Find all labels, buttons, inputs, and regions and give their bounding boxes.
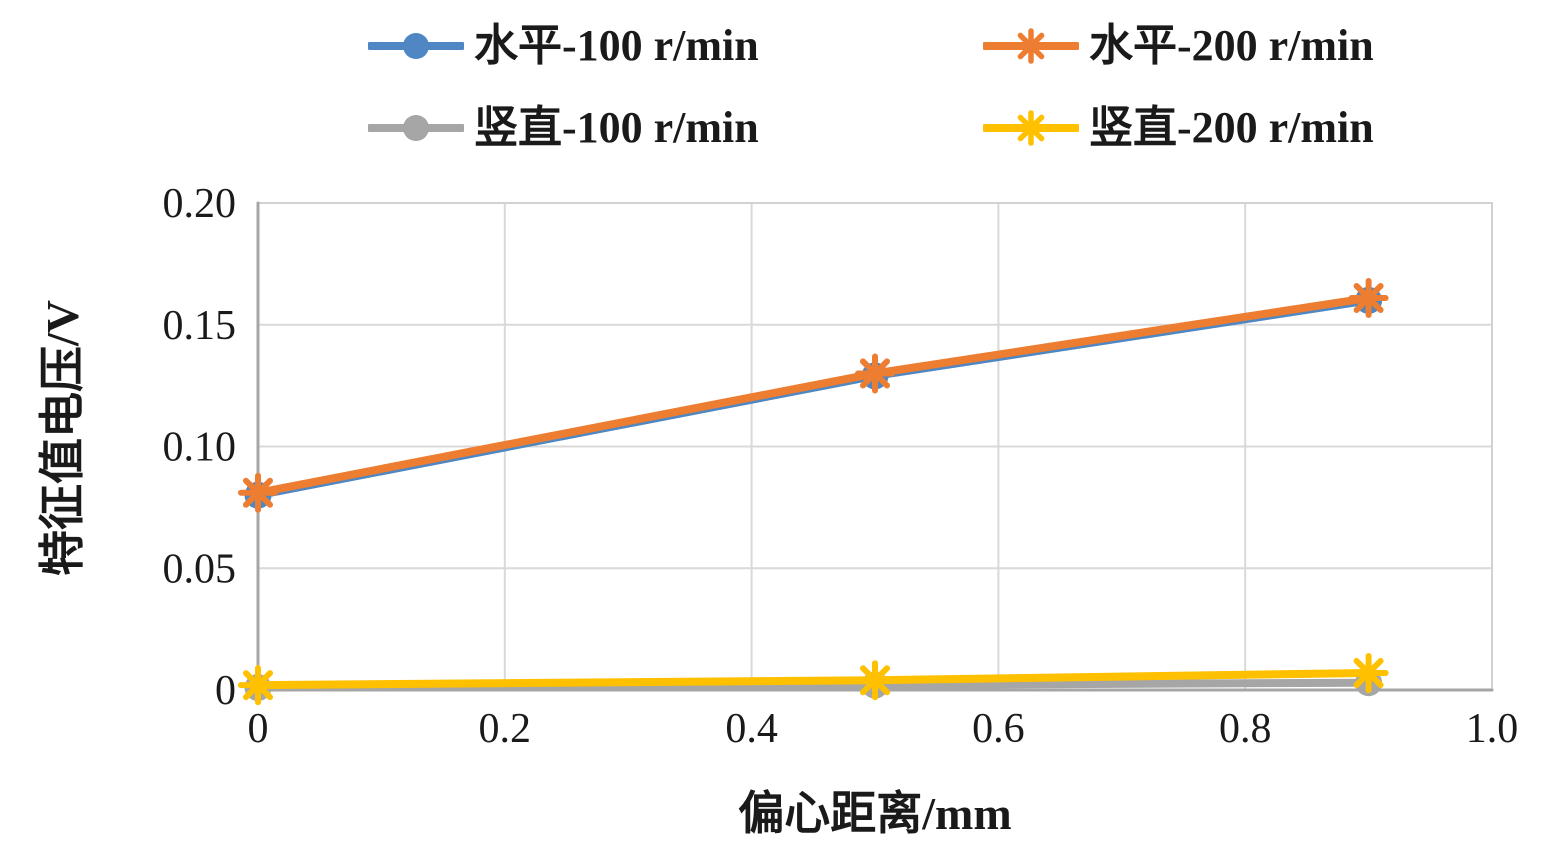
- x-tick-label: 0.8: [1219, 706, 1272, 752]
- legend-label-vertical-200: 竖直-200 r/min: [1089, 103, 1374, 152]
- y-tick-label: 0.05: [163, 546, 237, 592]
- x-tick-label: 0.4: [725, 706, 778, 752]
- x-tick-label: 0.6: [972, 706, 1025, 752]
- x-axis-title: 偏心距离/mm: [738, 788, 1012, 839]
- legend-label-horizontal-200: 水平-200 r/min: [1089, 21, 1374, 70]
- gridlines: [257, 202, 1493, 691]
- series-vertical-200: [238, 652, 1389, 706]
- y-tick-label: 0.10: [163, 425, 237, 471]
- x-tick-label: 0.2: [479, 706, 532, 752]
- horizontal-200-point-marker: [238, 472, 278, 513]
- legend-item-vertical-200: 竖直-200 r/min: [983, 98, 1374, 158]
- y-tick-label: 0.20: [163, 181, 237, 227]
- legend-item-vertical-100: 竖直-100 r/min: [368, 98, 759, 158]
- y-axis-title: 特征值电压/V: [37, 300, 88, 576]
- tick-labels: 0 0.05 0.10 0.15 0.20 0 0.2 0.4 0.6 0.8 1.0: [163, 181, 1519, 752]
- legend-label-horizontal-100: 水平-100 r/min: [474, 21, 759, 70]
- vertical-200-point-marker: [1348, 652, 1389, 693]
- x-tick-label: 1.0: [1466, 706, 1519, 752]
- legend-marker-vertical-100-icon: [368, 115, 464, 141]
- vertical-200-point-marker: [855, 660, 895, 701]
- legend-label-vertical-100: 竖直-100 r/min: [474, 103, 759, 152]
- y-tick-label: 0.15: [163, 303, 237, 349]
- series-horizontal-200: [238, 277, 1389, 513]
- legend-marker-horizontal-200-icon: [983, 28, 1079, 64]
- legend-marker-horizontal-100-icon: [368, 33, 464, 59]
- legend-marker-vertical-200-icon: [983, 110, 1079, 146]
- horizontal-200-point-marker: [855, 353, 895, 394]
- legend-item-horizontal-100: 水平-100 r/min: [368, 16, 759, 76]
- vertical-200-point-marker: [238, 665, 278, 706]
- legend-item-horizontal-200: 水平-200 r/min: [983, 16, 1374, 76]
- x-tick-label: 0: [248, 706, 269, 752]
- horizontal-200-point-marker: [1348, 277, 1389, 318]
- y-tick-label: 0: [215, 668, 236, 714]
